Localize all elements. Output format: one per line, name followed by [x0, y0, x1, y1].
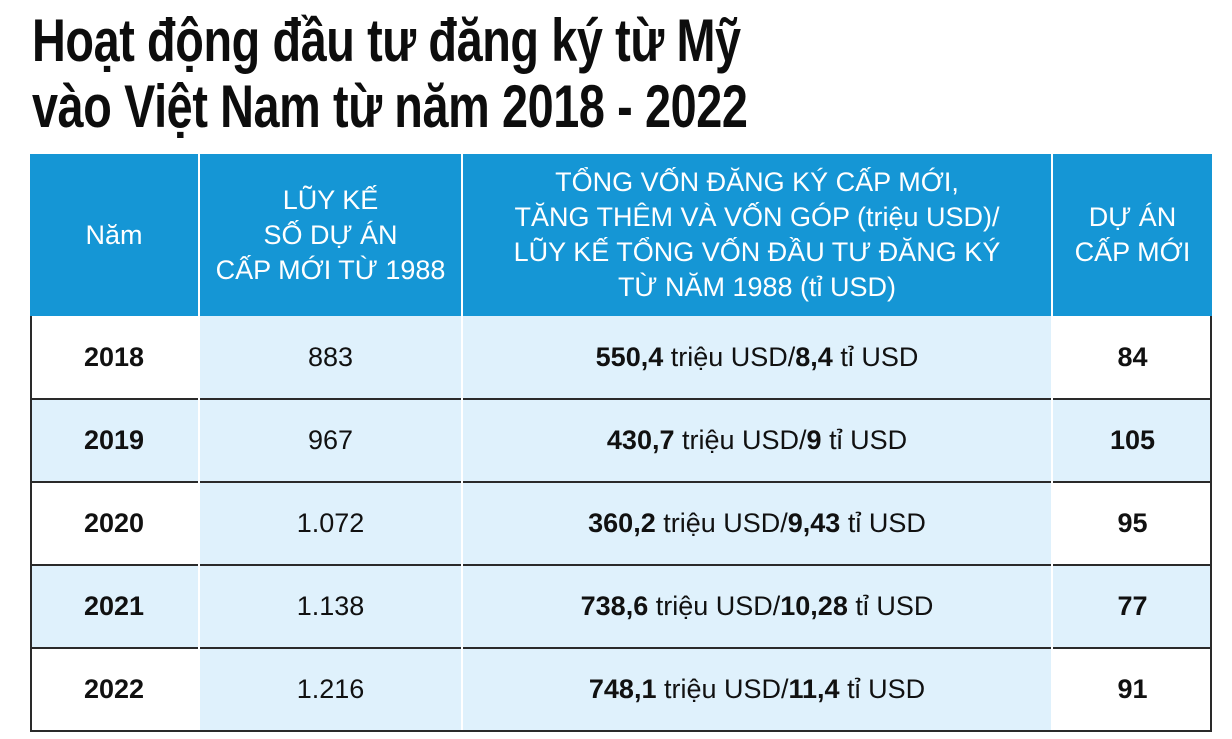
- cell-year: 2018: [30, 316, 199, 399]
- new-capital-value: 430,7: [606, 425, 675, 455]
- cell-new-projects: 105: [1051, 398, 1212, 482]
- table-row: 2021 1.138 738,6 triệu USD/10,28 tỉ USD 77: [30, 564, 1212, 648]
- table-right-border: [1210, 316, 1212, 731]
- header-capital: TỔNG VỐN ĐĂNG KÝ CẤP MỚI, TĂNG THÊM VÀ VỐ…: [461, 154, 1052, 316]
- cell-new-projects: 95: [1051, 481, 1212, 565]
- cumulative-capital-unit: tỉ USD: [839, 674, 926, 704]
- header-cumulative-projects: LŨY KẾ SỐ DỰ ÁN CẤP MỚI TỪ 1988: [198, 154, 462, 316]
- cell-capital: 430,7 triệu USD/9 tỉ USD: [461, 398, 1052, 482]
- header-new-projects: DỰ ÁN CẤP MỚI: [1051, 154, 1212, 316]
- cumulative-capital-value: 9,43: [787, 508, 841, 538]
- new-capital-unit: triệu USD/: [663, 341, 796, 372]
- cell-cumulative-projects: 1.072: [198, 481, 462, 565]
- cell-year: 2020: [30, 481, 199, 565]
- cell-capital: 748,1 triệu USD/11,4 tỉ USD: [461, 647, 1052, 732]
- new-capital-value: 550,4: [595, 341, 664, 372]
- table-row: 2022 1.216 748,1 triệu USD/11,4 tỉ USD 91: [30, 647, 1212, 732]
- cell-capital: 738,6 triệu USD/10,28 tỉ USD: [461, 564, 1052, 648]
- cell-cumulative-projects: 883: [198, 316, 462, 399]
- new-capital-value: 360,2: [588, 508, 656, 538]
- title-line-2: vào Việt Nam từ năm 2018 - 2022: [32, 73, 748, 140]
- header-row: Năm LŨY KẾ SỐ DỰ ÁN CẤP MỚI TỪ 1988 TỔNG V…: [30, 154, 1212, 316]
- cell-cumulative-projects: 1.216: [198, 647, 462, 732]
- cumulative-capital-unit: tỉ USD: [847, 591, 934, 621]
- new-capital-value: 738,6: [580, 591, 649, 621]
- title-line-1: Hoạt động đầu tư đăng ký từ Mỹ: [32, 7, 741, 74]
- header-year: Năm: [30, 154, 199, 316]
- cell-cumulative-projects: 967: [198, 398, 462, 482]
- cumulative-capital-unit: tỉ USD: [840, 508, 926, 538]
- cell-year: 2021: [30, 564, 199, 648]
- new-capital-unit: triệu USD/: [656, 674, 789, 704]
- cumulative-capital-value: 9: [806, 425, 822, 455]
- cell-capital: 360,2 triệu USD/9,43 tỉ USD: [461, 481, 1052, 565]
- cumulative-capital-value: 10,28: [780, 591, 848, 621]
- cumulative-capital-value: 8,4: [795, 341, 833, 372]
- new-capital-unit: triệu USD/: [674, 425, 807, 455]
- cell-new-projects: 91: [1051, 647, 1212, 732]
- new-capital-unit: triệu USD/: [648, 591, 781, 621]
- cumulative-capital-unit: tỉ USD: [821, 425, 908, 455]
- cell-year: 2019: [30, 398, 199, 482]
- table-row: 2019 967 430,7 triệu USD/9 tỉ USD 105: [30, 398, 1212, 482]
- new-capital-value: 748,1: [588, 674, 657, 704]
- cell-capital: 550,4 triệu USD/8,4 tỉ USD: [461, 316, 1052, 399]
- page-title: Hoạt động đầu tư đăng ký từ Mỹ vào Việt …: [32, 8, 1212, 140]
- investment-table: Năm LŨY KẾ SỐ DỰ ÁN CẤP MỚI TỪ 1988 TỔNG V…: [30, 154, 1212, 732]
- cell-cumulative-projects: 1.138: [198, 564, 462, 648]
- new-capital-unit: triệu USD/: [655, 508, 788, 538]
- cell-new-projects: 77: [1051, 564, 1212, 648]
- table-row: 2020 1.072 360,2 triệu USD/9,43 tỉ USD 95: [30, 481, 1212, 565]
- cell-year: 2022: [30, 647, 199, 732]
- cumulative-capital-value: 11,4: [788, 674, 840, 704]
- table-left-border: [30, 316, 32, 731]
- cumulative-capital-unit: tỉ USD: [832, 341, 919, 372]
- cell-new-projects: 84: [1051, 316, 1212, 399]
- table-row: 2018 883 550,4 triệu USD/8,4 tỉ USD 84: [30, 316, 1212, 399]
